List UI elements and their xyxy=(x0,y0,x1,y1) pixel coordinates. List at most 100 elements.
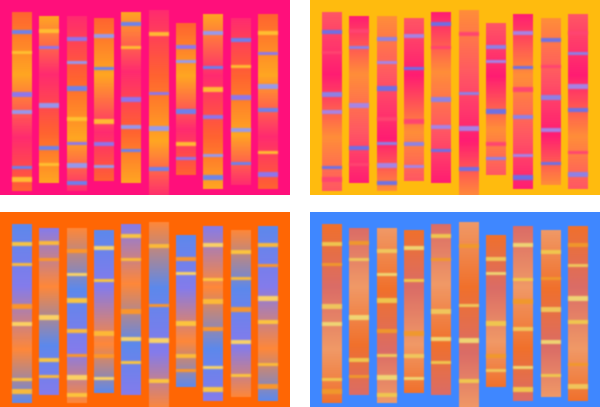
gel-band xyxy=(66,248,87,253)
gel-band xyxy=(39,375,60,379)
gel-band xyxy=(568,264,588,268)
gel-lane xyxy=(121,223,142,396)
gel-band xyxy=(404,66,424,70)
gel-band xyxy=(39,241,60,245)
gel-band xyxy=(176,44,196,49)
gel-band xyxy=(349,29,370,33)
gel-band xyxy=(540,64,561,68)
gel-band xyxy=(540,37,561,42)
gel-band xyxy=(540,373,561,377)
gel-band xyxy=(431,336,452,341)
gel-band xyxy=(258,320,278,325)
panel-bottom-left xyxy=(0,212,290,407)
gel-band xyxy=(258,108,278,113)
gel-band xyxy=(66,273,87,277)
gel-band xyxy=(176,108,196,114)
gel-band xyxy=(458,378,479,383)
gel-band xyxy=(203,327,224,332)
gel-lane xyxy=(513,225,534,402)
gel-lane xyxy=(12,223,32,404)
gel-band xyxy=(513,66,534,70)
gel-lane xyxy=(148,9,169,195)
gel-band xyxy=(349,45,370,49)
gel-band xyxy=(12,377,32,381)
gel-band xyxy=(176,157,196,161)
gel-band xyxy=(540,306,561,312)
gel-lane xyxy=(513,13,534,190)
gel-band xyxy=(513,299,534,305)
gel-band xyxy=(176,256,196,261)
gel-band xyxy=(39,257,60,261)
gel-band xyxy=(230,373,251,377)
gel-band xyxy=(349,314,370,320)
gel-lane xyxy=(176,235,196,388)
gel-band xyxy=(39,358,60,363)
gel-band xyxy=(349,358,370,363)
gel-band xyxy=(12,304,32,310)
gel-band xyxy=(230,37,251,42)
gel-band xyxy=(121,360,142,364)
gel-lane xyxy=(203,225,224,402)
gel-band xyxy=(486,157,506,161)
gel-band xyxy=(12,165,32,169)
gel-band xyxy=(486,320,506,326)
gel-band xyxy=(230,276,251,280)
gel-band xyxy=(513,87,534,93)
gel-lane xyxy=(12,11,32,192)
gel-band xyxy=(322,165,342,169)
gel-band xyxy=(322,322,342,327)
gel-band xyxy=(94,278,114,282)
gel-band xyxy=(568,243,588,248)
gel-band xyxy=(203,278,224,282)
gel-band xyxy=(431,309,452,315)
gel-band xyxy=(39,45,60,49)
gel-band xyxy=(148,244,169,249)
gel-band xyxy=(203,115,224,120)
gel-band xyxy=(322,110,342,115)
gel-band xyxy=(121,148,142,152)
gel-band xyxy=(513,154,534,158)
gel-lane xyxy=(66,227,87,404)
gel-band xyxy=(121,21,142,26)
gel-band xyxy=(176,142,196,147)
gel-lane xyxy=(540,17,561,186)
gel-lane xyxy=(540,229,561,398)
gel-band xyxy=(12,92,32,98)
gel-lane xyxy=(458,9,479,195)
gel-band xyxy=(66,141,87,145)
gel-band xyxy=(148,166,169,171)
gel-band xyxy=(258,243,278,248)
gel-band xyxy=(458,92,479,96)
gel-band xyxy=(322,388,342,394)
gel-band xyxy=(349,241,370,245)
gel-lane xyxy=(39,15,60,184)
gel-band xyxy=(404,354,424,359)
gel-band xyxy=(540,128,561,133)
gel-band xyxy=(148,125,169,131)
gel-lane xyxy=(322,223,342,404)
gel-lane xyxy=(203,13,224,190)
gel-band xyxy=(12,110,32,115)
gel-band xyxy=(376,329,397,334)
gel-band xyxy=(94,354,114,359)
gel-band xyxy=(258,83,278,89)
gel-band xyxy=(349,163,370,167)
gel-lane xyxy=(258,13,278,190)
gel-band xyxy=(12,176,32,182)
gel-band xyxy=(540,94,561,100)
gel-band xyxy=(148,92,169,96)
gel-band xyxy=(39,102,60,108)
gel-band xyxy=(94,119,114,125)
gel-band xyxy=(322,29,342,34)
gel-band xyxy=(66,297,87,303)
gel-band xyxy=(66,61,87,65)
gel-band xyxy=(12,241,32,246)
gel-band xyxy=(176,320,196,326)
gel-band xyxy=(94,164,114,168)
gel-band xyxy=(458,304,479,308)
gel-band xyxy=(404,119,424,125)
gel-band xyxy=(513,31,534,36)
gel-band xyxy=(203,87,224,93)
gel-lane xyxy=(148,221,169,407)
gel-band xyxy=(121,124,142,129)
